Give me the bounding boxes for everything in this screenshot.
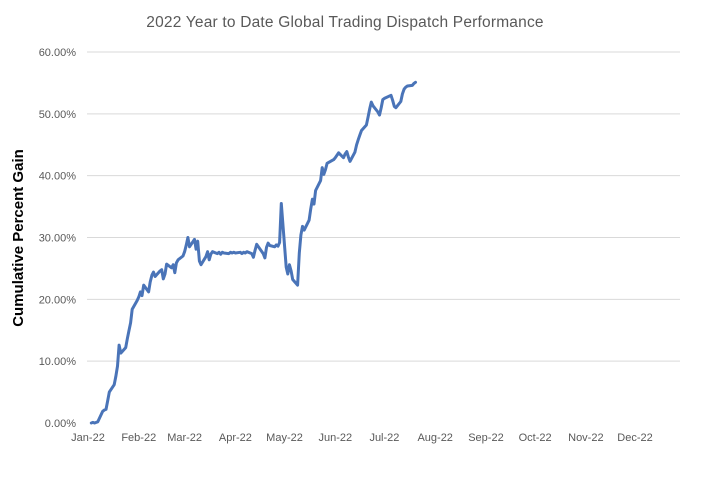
x-tick-label: Feb-22	[121, 432, 156, 444]
x-tick-label: Jan-22	[71, 432, 105, 444]
chart-title: 2022 Year to Date Global Trading Dispatc…	[146, 14, 544, 31]
x-tick-label: Mar-22	[167, 432, 202, 444]
y-tick-label: 20.00%	[39, 294, 77, 306]
x-tick-label: Nov-22	[568, 432, 603, 444]
x-tick-label: Dec-22	[617, 432, 652, 444]
x-tick-label: Oct-22	[519, 432, 552, 444]
y-tick-label: 10.00%	[39, 356, 77, 368]
x-tick-label: May-22	[266, 432, 303, 444]
x-tick-label: Jul-22	[369, 432, 399, 444]
x-tick-label: Sep-22	[468, 432, 503, 444]
x-tick-label: Aug-22	[417, 432, 452, 444]
y-tick-label: 30.00%	[39, 233, 77, 245]
y-axis-title: Cumulative Percent Gain	[10, 149, 27, 327]
x-tick-label: Jun-22	[318, 432, 352, 444]
y-tick-label: 50.00%	[39, 109, 77, 121]
y-tick-label: 60.00%	[39, 47, 77, 59]
y-tick-label: 40.00%	[39, 171, 77, 183]
x-tick-label: Apr-22	[219, 432, 252, 444]
cumulative-gain-line	[89, 80, 417, 425]
y-tick-label: 0.00%	[45, 418, 76, 430]
